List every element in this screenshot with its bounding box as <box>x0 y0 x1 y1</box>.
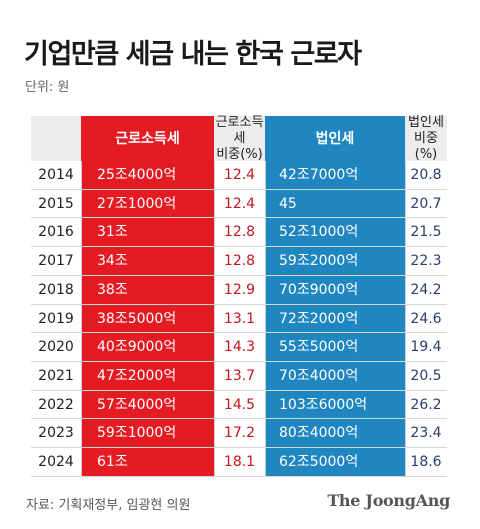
labor-ratio-cell: 12.8 <box>223 253 256 270</box>
labor-tax-cell: 59조1000억 <box>97 425 177 442</box>
year-cell: 2023 <box>38 425 74 442</box>
table-row: 2022 57조4000억 14.5 103조6000억 26.2 <box>31 391 447 420</box>
corp-ratio-cell: 20.7 <box>410 195 442 212</box>
labor-ratio-cell: 12.9 <box>223 281 256 298</box>
year-cell: 2018 <box>38 281 74 298</box>
year-cell: 2016 <box>38 224 74 241</box>
labor-ratio-cell: 18.1 <box>223 454 256 471</box>
page-title: 기업만큼 세금 내는 한국 근로자 <box>24 39 362 70</box>
labor-ratio-cell: 12.8 <box>223 224 256 241</box>
year-cell: 2019 <box>38 310 74 327</box>
corp-tax-cell: 59조2000억 <box>279 253 359 270</box>
labor-tax-column-highlight <box>81 116 214 477</box>
corp-ratio-cell: 24.2 <box>410 281 442 298</box>
labor-tax-cell: 34조 <box>97 253 128 270</box>
brand-logo: The JoongAng <box>327 491 450 510</box>
header-labor-ratio: 근로소득세 비중(%) <box>215 114 264 162</box>
corp-tax-cell: 62조5000억 <box>279 454 359 471</box>
unit-label: 단위: 원 <box>25 80 70 95</box>
header-labor-tax: 근로소득세 <box>115 130 180 147</box>
corp-tax-cell: 52조1000억 <box>279 224 359 241</box>
corp-ratio-cell: 21.5 <box>410 224 442 241</box>
labor-ratio-cell: 12.4 <box>223 167 256 183</box>
labor-tax-cell: 38조 <box>97 281 128 298</box>
table-row: 2017 34조 12.8 59조2000억 22.3 <box>31 247 447 276</box>
corp-ratio-cell: 19.4 <box>410 339 442 356</box>
corp-tax-cell: 70조4000억 <box>279 368 359 385</box>
table-row: 2021 47조2000억 13.7 70조4000억 20.5 <box>31 362 447 391</box>
column-divider <box>265 161 266 477</box>
labor-tax-cell: 27조1000억 <box>97 195 177 212</box>
corp-tax-cell: 72조2000억 <box>279 310 359 327</box>
labor-tax-cell: 31조 <box>97 224 128 241</box>
corp-ratio-cell: 26.2 <box>410 396 442 413</box>
corp-ratio-cell: 22.3 <box>410 253 442 270</box>
table-row: 2023 59조1000억 17.2 80조4000억 23.4 <box>31 419 447 449</box>
labor-ratio-cell: 14.3 <box>223 339 256 356</box>
corp-tax-column-highlight <box>265 116 405 477</box>
labor-ratio-cell: 12.4 <box>223 195 256 212</box>
table-row: 2019 38조5000억 13.1 72조2000억 24.6 <box>31 305 447 334</box>
table-row: 2024 61조 18.1 62조5000억 18.6 <box>31 448 447 477</box>
year-cell: 2020 <box>38 339 74 356</box>
table-row: 2014 25조4000억 12.4 42조7000억 20.8 <box>31 161 447 190</box>
corp-ratio-cell: 23.4 <box>410 425 442 442</box>
corp-tax-cell: 80조4000억 <box>279 425 359 442</box>
source-note: 자료: 기획재정부, 임광현 의원 <box>26 498 191 513</box>
year-cell: 2021 <box>38 368 74 385</box>
corp-ratio-cell: 20.5 <box>410 368 442 385</box>
corp-ratio-cell: 20.8 <box>410 167 442 183</box>
year-cell: 2015 <box>38 195 74 212</box>
table-row: 2015 27조1000억 12.4 45 20.7 <box>31 190 447 219</box>
labor-tax-cell: 38조5000억 <box>97 310 177 327</box>
corp-ratio-cell: 18.6 <box>410 454 442 471</box>
year-cell: 2017 <box>38 253 74 270</box>
labor-ratio-cell: 13.7 <box>223 368 256 385</box>
table-row: 2018 38조 12.9 70조9000억 24.2 <box>31 276 447 305</box>
labor-tax-cell: 25조4000억 <box>97 167 177 183</box>
table-row: 2016 31조 12.8 52조1000억 21.5 <box>31 218 447 248</box>
year-cell: 2024 <box>38 454 74 471</box>
labor-ratio-cell: 14.5 <box>223 396 256 413</box>
labor-ratio-cell: 13.1 <box>223 310 256 327</box>
tax-table: 근로소득세 근로소득세 비중(%) 법인세 법인세 비중(%) 2014 25조4… <box>31 114 447 477</box>
labor-tax-cell: 47조2000억 <box>97 368 177 385</box>
corp-tax-cell: 70조9000억 <box>279 281 359 298</box>
labor-tax-cell: 40조9000억 <box>97 339 177 356</box>
corp-tax-cell: 103조6000억 <box>279 396 368 413</box>
labor-ratio-cell: 17.2 <box>223 425 256 442</box>
corp-tax-cell: 45 <box>279 195 297 212</box>
column-divider <box>81 161 82 477</box>
year-cell: 2014 <box>38 167 74 183</box>
header-corp-tax: 법인세 <box>315 130 355 147</box>
column-divider <box>214 161 215 477</box>
corp-tax-cell: 55조5000억 <box>279 339 359 356</box>
table-body: 2014 25조4000억 12.4 42조7000억 20.8 2015 27조1000억… <box>31 161 447 477</box>
column-divider <box>405 161 406 477</box>
table-row: 2020 40조9000억 14.3 55조5000억 19.4 <box>31 333 447 363</box>
header-corp-ratio: 법인세 비중(%) <box>408 114 444 162</box>
corp-ratio-cell: 24.6 <box>410 310 442 327</box>
labor-tax-cell: 57조4000억 <box>97 396 177 413</box>
year-cell: 2022 <box>38 396 74 413</box>
labor-tax-cell: 61조 <box>97 454 128 471</box>
corp-tax-cell: 42조7000억 <box>279 167 359 183</box>
